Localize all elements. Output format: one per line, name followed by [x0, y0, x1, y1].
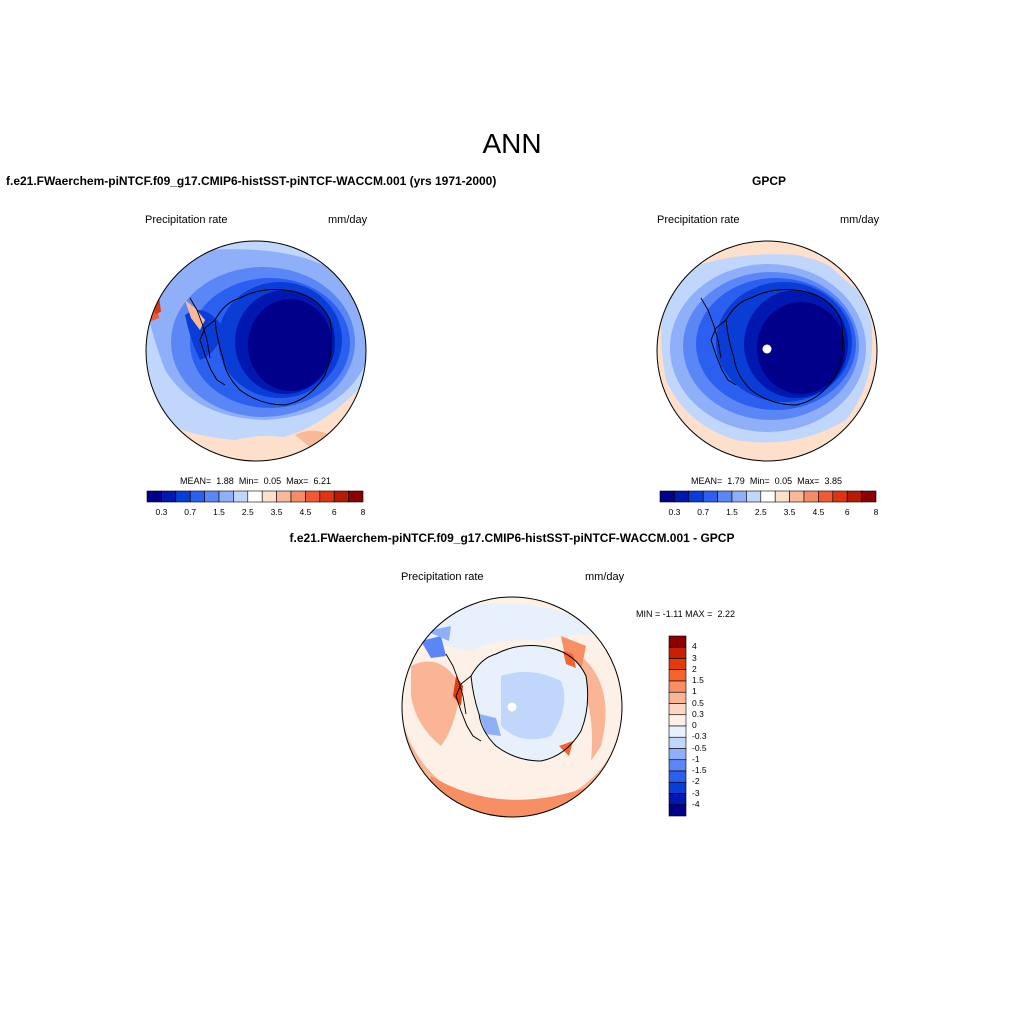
colorbar-swatch [668, 759, 687, 772]
colorbar-tick-label: 1.5 [726, 507, 738, 517]
colorbar-tick-label: 8 [360, 507, 366, 517]
colorbar-swatch [668, 635, 687, 648]
colorbar-swatch [333, 490, 349, 503]
colorbar-swatch [861, 490, 877, 503]
colorbar-tick-label: 3.5 [783, 507, 796, 517]
model-colorbar-ticks: 0.3 0.7 1.5 2.5 3.5 4.5 6 8 [147, 507, 366, 519]
colorbar-tick-label: 0.5 [692, 697, 704, 708]
colorbar-tick-label: -0.3 [692, 731, 707, 742]
colorbar-tick-label: 4.5 [812, 507, 825, 517]
colorbar-swatch [204, 490, 220, 503]
colorbar-tick-label: 0.7 [184, 507, 197, 517]
diff-polar-map [401, 596, 623, 818]
colorbar-swatch [668, 725, 687, 738]
colorbar-swatch [789, 490, 805, 503]
model-polar-map [145, 240, 367, 462]
obs-variable-label: Precipitation rate [657, 214, 740, 226]
colorbar-tick-label: 8 [873, 507, 879, 517]
colorbar-tick-label: 1 [692, 686, 697, 697]
colorbar-tick-label: 1.5 [692, 675, 704, 685]
colorbar-swatch [803, 490, 819, 503]
colorbar-tick-label: 2.5 [754, 507, 767, 517]
diff-colorbar-ticks: 4 3 2 1.5 1 0.5 0.3 0 -0.3 -0.5 -1 -1.5 -2 -3 -4 [692, 636, 722, 816]
colorbar-swatch [305, 490, 321, 503]
colorbar-swatch [668, 658, 687, 671]
obs-panel-title: GPCP [752, 174, 787, 188]
colorbar-swatch [668, 804, 687, 817]
colorbar-swatch [731, 490, 747, 503]
model-units-label: mm/day [328, 214, 368, 226]
obs-stats: MEAN= 1.79 Min= 0.05 Max= 3.85 [691, 476, 842, 486]
diff-stats: MIN = -1.11 MAX = 2.22 [636, 609, 735, 619]
colorbar-swatch [161, 490, 177, 503]
colorbar-tick-label: 3.5 [270, 507, 283, 517]
colorbar-swatch [668, 736, 687, 749]
diff-units-label: mm/day [585, 571, 625, 583]
colorbar-swatch [760, 490, 776, 503]
colorbar-swatch [688, 490, 704, 503]
colorbar-swatch [668, 714, 687, 727]
diff-colorbar [668, 635, 687, 817]
colorbar-tick-label: 2 [692, 663, 697, 674]
colorbar-tick-label: 0 [692, 720, 697, 730]
colorbar-swatch [290, 490, 306, 503]
colorbar-swatch [702, 490, 718, 503]
colorbar-swatch [846, 490, 862, 503]
colorbar-tick-label: 0.3 [692, 708, 704, 719]
diff-panel-title: f.e21.FWaerchem-piNTCF.f09_g17.CMIP6-his… [289, 531, 735, 545]
colorbar-swatch [746, 490, 762, 503]
colorbar-swatch [668, 691, 687, 704]
colorbar-swatch [261, 490, 277, 503]
colorbar-tick-label: 2.5 [241, 507, 254, 517]
colorbar-swatch [218, 490, 234, 503]
colorbar-swatch [276, 490, 292, 503]
colorbar-swatch [818, 490, 834, 503]
obs-colorbar [659, 490, 877, 503]
colorbar-swatch [717, 490, 733, 503]
colorbar-tick-label: -1.5 [692, 765, 707, 775]
colorbar-tick-label: -1 [692, 753, 700, 764]
model-stats: MEAN= 1.88 Min= 0.05 Max= 6.21 [180, 476, 331, 486]
colorbar-tick-label: 4 [692, 641, 697, 652]
colorbar-swatch [175, 490, 191, 503]
colorbar-tick-label: -4 [692, 798, 700, 809]
diff-variable-label: Precipitation rate [401, 571, 484, 583]
colorbar-tick-label: -2 [692, 776, 700, 787]
colorbar-swatch [146, 490, 162, 503]
colorbar-tick-label: 0.3 [668, 507, 681, 517]
colorbar-swatch [668, 770, 687, 783]
obs-colorbar-ticks: 0.3 0.7 1.5 2.5 3.5 4.5 6 8 [660, 507, 879, 519]
colorbar-swatch [668, 669, 687, 682]
colorbar-swatch [668, 781, 687, 794]
colorbar-swatch [668, 680, 687, 693]
colorbar-tick-label: 0.7 [697, 507, 710, 517]
colorbar-swatch [668, 703, 687, 716]
colorbar-swatch [247, 490, 263, 503]
colorbar-swatch [674, 490, 690, 503]
colorbar-swatch [668, 793, 687, 806]
colorbar-swatch [348, 490, 364, 503]
colorbar-tick-label: -0.5 [692, 742, 707, 753]
figure-title: ANN [482, 128, 542, 159]
colorbar-swatch [659, 490, 675, 503]
colorbar-tick-label: 6 [844, 507, 850, 517]
obs-polar-map [656, 240, 878, 462]
colorbar-swatch [233, 490, 249, 503]
colorbar-swatch [832, 490, 848, 503]
model-panel-title: f.e21.FWaerchem-piNTCF.f09_g17.CMIP6-his… [6, 174, 497, 188]
colorbar-swatch [668, 646, 687, 659]
colorbar-tick-label: 6 [331, 507, 337, 517]
colorbar-swatch [668, 748, 687, 761]
colorbar-tick-label: 1.5 [213, 507, 225, 517]
colorbar-swatch [774, 490, 790, 503]
model-colorbar [146, 490, 364, 503]
colorbar-tick-label: -3 [692, 787, 700, 798]
colorbar-swatch [319, 490, 335, 503]
colorbar-tick-label: 0.3 [155, 507, 168, 517]
colorbar-tick-label: 4.5 [299, 507, 312, 517]
obs-units-label: mm/day [840, 214, 880, 226]
colorbar-tick-label: 3 [692, 652, 697, 663]
colorbar-swatch [189, 490, 205, 503]
model-variable-label: Precipitation rate [145, 214, 228, 226]
